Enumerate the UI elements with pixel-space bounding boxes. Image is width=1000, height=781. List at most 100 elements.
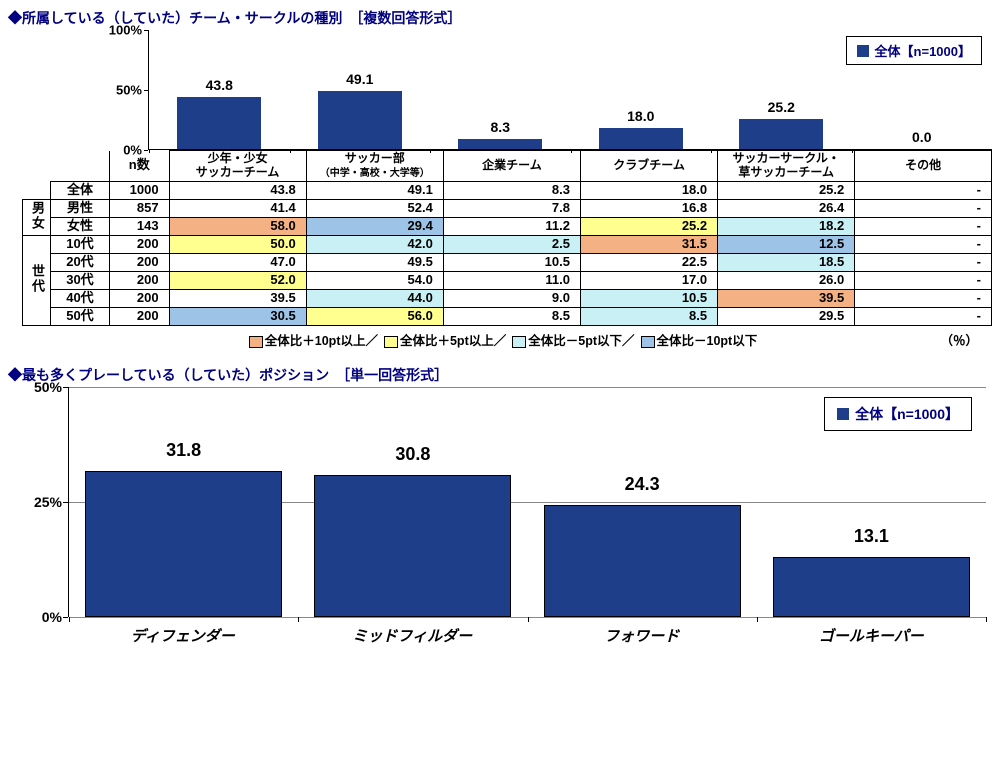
chart1-ytick: 0% [123,143,142,158]
chart1-ytick: 100% [109,23,142,38]
chart2-ytick: 25% [34,494,62,510]
chart2-xlabel: フォワード [527,617,757,646]
row-n: 200 [109,272,169,290]
chart2-col: 24.3 [528,387,757,617]
table-cell: 49.5 [306,254,443,272]
table-col-header: 企業チーム [443,151,580,182]
table-cell: 25.2 [718,181,855,199]
chart2-col: 31.8 [69,387,298,617]
table-cell: - [855,199,992,217]
row-label: 10代 [50,236,109,254]
table-cell: 26.0 [718,272,855,290]
chart2-ytick: 50% [34,379,62,395]
chart2-col: 30.8 [298,387,527,617]
table-cell: 29.5 [718,308,855,326]
table-cell: 9.0 [443,290,580,308]
table-cell: 17.0 [580,272,717,290]
table-row: 20代20047.049.510.522.518.5- [23,254,992,272]
row-label: 40代 [50,290,109,308]
chart1-col: 8.3 [430,30,571,149]
row-label: 50代 [50,308,109,326]
chart2-ytick: 0% [42,609,62,625]
table-cell: 47.0 [169,254,306,272]
chart2: 全体【n=1000】 0%25%50% 31.830.824.313.1 ディフ… [14,387,986,646]
table-cell: 11.2 [443,218,580,236]
table-cell: - [855,290,992,308]
chart1-col: 43.8 [149,30,290,149]
table-row: 40代20039.544.09.010.539.5- [23,290,992,308]
chart1-bar-value: 49.1 [290,71,431,87]
chart1-bar [739,119,823,149]
table-cell: 41.4 [169,199,306,217]
chart1-bar-value: 0.0 [852,129,993,145]
chart2-yaxis: 0%25%50% [14,387,68,617]
table-cell: 8.3 [443,181,580,199]
table-cell: 52.4 [306,199,443,217]
table-col-header: サッカー部（中学・高校・大学等） [306,151,443,182]
chart1-bar-value: 43.8 [149,77,290,93]
chart2-title: ◆最も多くプレーしている（していた）ポジション ［単一回答形式］ [8,365,992,385]
table-cell: 50.0 [169,236,306,254]
percent-label: （％） [940,330,978,349]
table-cell: 54.0 [306,272,443,290]
row-n: 1000 [109,181,169,199]
table-cell: 44.0 [306,290,443,308]
table-cell: 58.0 [169,218,306,236]
row-label: 男性 [50,199,109,217]
chart1-col: 25.2 [711,30,852,149]
table-cell: 43.8 [169,181,306,199]
table-cell: 18.0 [580,181,717,199]
table-cell: 12.5 [718,236,855,254]
chart1-col: 49.1 [290,30,431,149]
row-n: 143 [109,218,169,236]
table-cell: 10.5 [580,290,717,308]
row-n: 200 [109,236,169,254]
chart2-bar [314,475,511,617]
chart2-bar [773,557,970,617]
chart1-bar [177,97,261,149]
table-row: 世代10代20050.042.02.531.512.5- [23,236,992,254]
row-n: 200 [109,254,169,272]
chart1-col: 18.0 [571,30,712,149]
table-cell: 2.5 [443,236,580,254]
chart2-col: 13.1 [757,387,986,617]
table-cell: 56.0 [306,308,443,326]
table-cell: 52.0 [169,272,306,290]
table-row: 女性14358.029.411.225.218.2- [23,218,992,236]
chart1-legend: 全体【n=1000】 [846,36,982,65]
table-cell: 11.0 [443,272,580,290]
table-cell: 30.5 [169,308,306,326]
table-row: 全体100043.849.18.318.025.2- [23,181,992,199]
table-cell: 26.4 [718,199,855,217]
chart2-xlabel: ディフェンダー [68,617,298,646]
table-cell: 29.4 [306,218,443,236]
legend-swatch [857,45,869,57]
table-cell: - [855,254,992,272]
chart1-legend-text: 全体【n=1000】 [875,41,971,60]
table-cell: 49.1 [306,181,443,199]
chart1-bar-value: 18.0 [571,108,712,124]
table-cell: - [855,181,992,199]
table-cell: - [855,218,992,236]
chart2-bar-value: 30.8 [298,444,527,465]
legend-chip [641,336,655,348]
chart1-ytick: 50% [116,83,142,98]
chart2-xlabel: ミッドフィルダー [298,617,528,646]
table-cell: 22.5 [580,254,717,272]
table-cell: 10.5 [443,254,580,272]
table-cell: - [855,272,992,290]
table-row: 30代20052.054.011.017.026.0- [23,272,992,290]
legend-chip [249,336,263,348]
table-cell: 42.0 [306,236,443,254]
table-col-header: その他 [855,151,992,182]
chart1-bar-value: 8.3 [430,119,571,135]
chart2-bar-value: 13.1 [757,526,986,547]
chart1-bar-value: 25.2 [711,99,852,115]
legend-chip [512,336,526,348]
table-cell: 7.8 [443,199,580,217]
table-cell: - [855,308,992,326]
row-n: 857 [109,199,169,217]
chart1-bar [458,139,542,149]
chart1-bar [599,128,683,149]
chart2-xlabel: ゴールキーパー [757,617,987,646]
